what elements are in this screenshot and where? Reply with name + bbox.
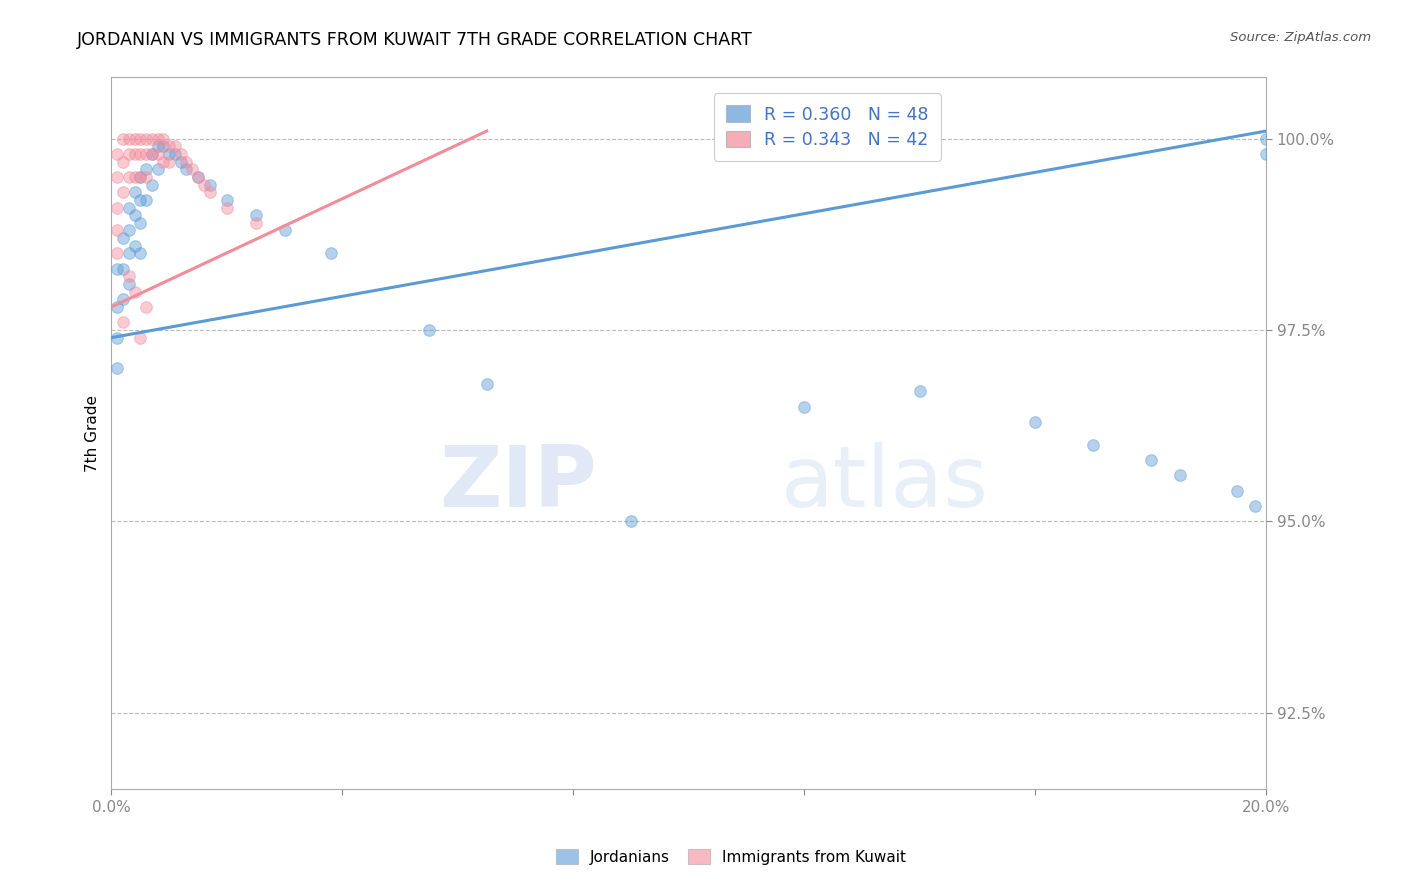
Point: [111, 131, 134, 145]
Point: [105, 331, 128, 345]
Point: [111, 293, 134, 307]
Point: [105, 201, 128, 215]
Point: [146, 162, 169, 177]
Point: [157, 147, 180, 161]
Point: [118, 147, 141, 161]
Point: [111, 261, 134, 276]
Point: [1243, 499, 1265, 513]
Point: [135, 162, 157, 177]
Point: [170, 147, 193, 161]
Point: [146, 131, 169, 145]
Point: [215, 201, 238, 215]
Point: [111, 231, 134, 245]
Point: [1226, 483, 1249, 498]
Point: [105, 300, 128, 314]
Point: [1081, 438, 1104, 452]
Point: [118, 223, 141, 237]
Point: [1024, 415, 1046, 429]
Point: [141, 147, 163, 161]
Point: [135, 131, 157, 145]
Point: [793, 400, 815, 414]
Point: [245, 216, 267, 230]
Point: [111, 315, 134, 329]
Point: [118, 277, 141, 291]
Point: [129, 216, 152, 230]
Point: [129, 169, 152, 184]
Point: [129, 193, 152, 207]
Point: [105, 261, 128, 276]
Point: [187, 169, 209, 184]
Point: [908, 384, 931, 399]
Point: [105, 246, 128, 260]
Point: [129, 131, 152, 145]
Point: [215, 193, 238, 207]
Point: [1140, 453, 1163, 467]
Point: [620, 514, 643, 528]
Point: [129, 169, 152, 184]
Point: [1168, 468, 1191, 483]
Point: [124, 169, 146, 184]
Legend: R = 0.360   N = 48, R = 0.343   N = 42: R = 0.360 N = 48, R = 0.343 N = 42: [714, 94, 941, 161]
Point: [118, 269, 141, 284]
Text: Source: ZipAtlas.com: Source: ZipAtlas.com: [1230, 31, 1371, 45]
Point: [124, 285, 146, 299]
Point: [124, 208, 146, 222]
Point: [129, 246, 152, 260]
Point: [418, 323, 440, 337]
Point: [157, 139, 180, 153]
Point: [111, 186, 134, 200]
Point: [1256, 131, 1278, 145]
Point: [141, 131, 163, 145]
Point: [135, 193, 157, 207]
Point: [146, 139, 169, 153]
Y-axis label: 7th Grade: 7th Grade: [86, 395, 100, 472]
Point: [105, 361, 128, 376]
Point: [176, 154, 198, 169]
Point: [124, 131, 146, 145]
Point: [141, 178, 163, 192]
Point: [157, 154, 180, 169]
Point: [135, 169, 157, 184]
Point: [319, 246, 342, 260]
Point: [187, 169, 209, 184]
Point: [198, 186, 221, 200]
Text: atlas: atlas: [782, 442, 990, 524]
Point: [163, 147, 186, 161]
Point: [198, 178, 221, 192]
Point: [129, 331, 152, 345]
Point: [170, 154, 193, 169]
Point: [181, 162, 204, 177]
Point: [124, 186, 146, 200]
Point: [105, 147, 128, 161]
Point: [146, 147, 169, 161]
Point: [111, 154, 134, 169]
Point: [152, 154, 174, 169]
Point: [152, 131, 174, 145]
Point: [135, 147, 157, 161]
Point: [118, 169, 141, 184]
Point: [118, 246, 141, 260]
Point: [105, 223, 128, 237]
Point: [475, 376, 498, 391]
Point: [193, 178, 215, 192]
Point: [176, 162, 198, 177]
Point: [1256, 147, 1278, 161]
Point: [129, 147, 152, 161]
Point: [245, 208, 267, 222]
Point: [124, 239, 146, 253]
Legend: Jordanians, Immigrants from Kuwait: Jordanians, Immigrants from Kuwait: [550, 843, 912, 871]
Text: ZIP: ZIP: [439, 442, 596, 524]
Point: [273, 223, 295, 237]
Point: [163, 139, 186, 153]
Point: [118, 201, 141, 215]
Text: JORDANIAN VS IMMIGRANTS FROM KUWAIT 7TH GRADE CORRELATION CHART: JORDANIAN VS IMMIGRANTS FROM KUWAIT 7TH …: [77, 31, 754, 49]
Point: [105, 169, 128, 184]
Point: [124, 147, 146, 161]
Point: [141, 147, 163, 161]
Point: [152, 139, 174, 153]
Point: [118, 131, 141, 145]
Point: [135, 300, 157, 314]
